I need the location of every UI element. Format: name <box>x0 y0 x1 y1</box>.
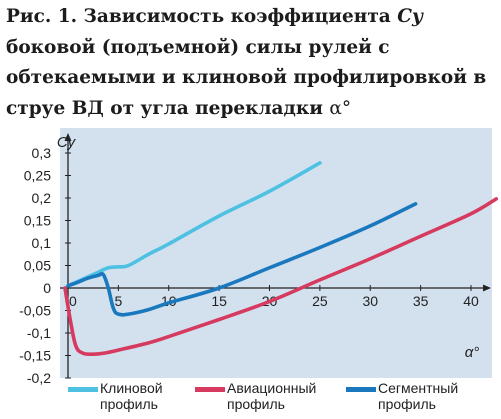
x-axis-arrow <box>483 284 491 292</box>
x-tick-label: 5 <box>114 293 122 309</box>
x-tick-label: 15 <box>211 293 227 309</box>
y-tick-label: 0 <box>43 280 51 296</box>
y-tick-label: 0,25 <box>24 168 51 184</box>
y-axis-title: Cy <box>57 134 77 151</box>
x-axis-title: α° <box>465 344 480 361</box>
plot-background <box>60 128 492 378</box>
caption-symbol: Cy <box>397 6 423 27</box>
x-tick-label: 35 <box>413 293 429 309</box>
y-tick-label: -0,1 <box>27 325 51 341</box>
caption-text-end: боковой (подъемной) силы рулей с обтекае… <box>6 36 487 119</box>
y-axis-arrow <box>64 133 72 141</box>
y-tick-label: 0,05 <box>24 258 51 274</box>
y-tick-label: 0,2 <box>32 190 52 206</box>
y-tick-label: 0,3 <box>32 145 52 161</box>
x-tick-label: 30 <box>362 293 378 309</box>
x-tick-label: 0 <box>69 293 77 309</box>
series-line-1 <box>63 197 498 357</box>
series-line-2 <box>66 202 418 317</box>
y-tick-label: 0,15 <box>24 213 51 229</box>
y-tick-label: -0,15 <box>19 348 51 364</box>
y-tick-label: -0,05 <box>19 303 51 319</box>
figure-caption: Рис. 1. Зависимость коэффициента Cy боко… <box>6 2 498 124</box>
x-tick-label: 25 <box>312 293 328 309</box>
caption-angle-label: α° <box>329 97 352 119</box>
figure-number: Рис. 1. <box>6 6 78 27</box>
y-tick-label: 0,1 <box>32 235 52 251</box>
caption-text-start: Зависимость коэффициента <box>83 6 391 27</box>
x-tick-label: 40 <box>463 293 479 309</box>
y-tick-label: -0,2 <box>27 370 51 386</box>
